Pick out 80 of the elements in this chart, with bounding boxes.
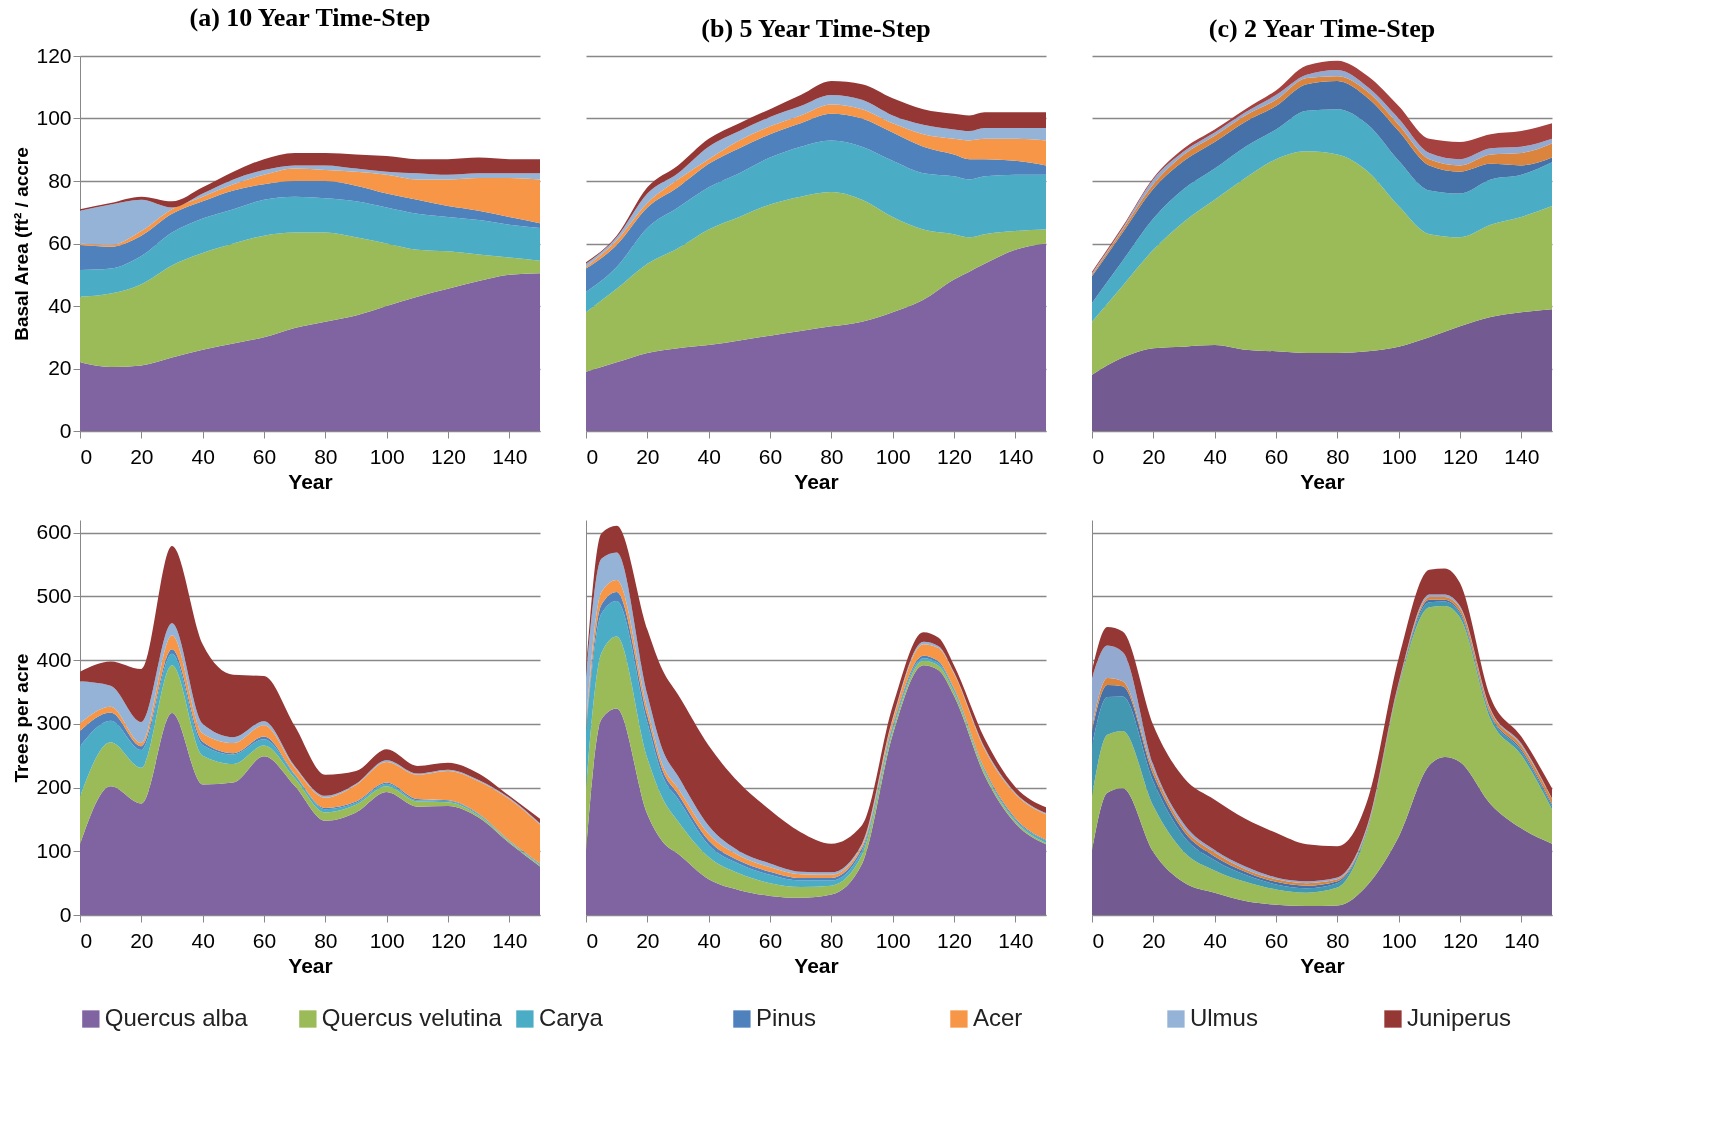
x-tick-label: 100	[1381, 444, 1417, 468]
x-tick-label: 0	[586, 928, 599, 952]
y-tick-label: 600	[36, 520, 72, 544]
x-tick-label: 100	[1381, 928, 1417, 952]
x-tick-label: 60	[1264, 444, 1289, 468]
x-tick-label: 0	[1092, 444, 1105, 468]
x-tick-label: 100	[875, 444, 911, 468]
y-tick-label: 60	[48, 231, 72, 254]
x-tick-label: 0	[1092, 928, 1105, 952]
y-tick-label: 400	[36, 647, 72, 671]
x-tick-label: 120	[936, 928, 973, 952]
x-tick-label: 140	[998, 444, 1034, 468]
x-tick-label: 140	[492, 444, 528, 468]
x-tick-label: 100	[369, 444, 405, 468]
x-tick-label: 20	[130, 444, 154, 468]
legend-label: Carya	[538, 1004, 604, 1031]
y-axis-title: Trees per acre	[11, 653, 33, 783]
x-tick-label: 120	[1442, 928, 1479, 952]
legend-label: Pinus	[755, 1004, 816, 1031]
y-tick-label: 500	[36, 583, 72, 607]
x-tick-label: 20	[1142, 928, 1166, 952]
y-tick-label: 120	[36, 43, 72, 67]
x-tick-label: 120	[430, 444, 467, 468]
x-tick-label: 0	[80, 928, 93, 952]
x-tick-label: 80	[820, 444, 844, 468]
chart-title: (a) 10 Year Time-Step	[189, 3, 431, 32]
x-tick-label: 100	[369, 928, 405, 952]
x-tick-label: 40	[191, 928, 215, 952]
x-axis-title: Year	[1300, 469, 1345, 493]
x-axis-title: Year	[288, 469, 333, 493]
x-tick-label: 20	[636, 444, 660, 468]
x-axis-title: Year	[1300, 953, 1345, 977]
x-tick-label: 120	[936, 444, 973, 468]
x-tick-label: 80	[1326, 444, 1350, 468]
legend-label: Quercus velutina	[321, 1004, 503, 1031]
x-tick-label: 40	[1203, 928, 1227, 952]
y-tick-label: 200	[36, 775, 72, 799]
y-tick-label: 20	[48, 356, 72, 379]
x-tick-label: 20	[1142, 444, 1166, 468]
chart-title: (c) 2 Year Time-Step	[1208, 14, 1436, 43]
y-tick-label: 100	[36, 838, 72, 862]
y-tick-label: 0	[59, 902, 72, 926]
x-tick-label: 120	[1442, 444, 1479, 468]
x-tick-label: 40	[697, 444, 721, 468]
x-tick-label: 20	[636, 928, 660, 952]
legend-label: Juniperus	[1406, 1004, 1512, 1031]
legend-label: Acer	[972, 1004, 1023, 1031]
x-tick-label: 60	[758, 444, 783, 468]
x-tick-label: 140	[998, 928, 1034, 952]
x-tick-label: 40	[697, 928, 721, 952]
x-tick-label: 120	[430, 928, 467, 952]
x-tick-label: 0	[80, 444, 93, 468]
y-axis-title: Basal Area (ft² / accre	[11, 147, 33, 341]
x-axis-title: Year	[794, 469, 839, 493]
x-tick-label: 60	[252, 444, 277, 468]
x-tick-label: 60	[252, 928, 277, 952]
x-tick-label: 60	[758, 928, 783, 952]
x-axis-title: Year	[288, 953, 333, 977]
x-tick-label: 140	[1504, 928, 1540, 952]
x-tick-label: 40	[1203, 444, 1227, 468]
x-tick-label: 60	[1264, 928, 1289, 952]
legend-label: Ulmus	[1189, 1004, 1258, 1031]
legend-label: Quercus alba	[104, 1004, 249, 1031]
x-tick-label: 80	[820, 928, 844, 952]
x-tick-label: 140	[492, 928, 528, 952]
x-axis-title: Year	[794, 953, 839, 977]
x-tick-label: 80	[314, 444, 338, 468]
y-tick-label: 0	[59, 418, 72, 442]
y-tick-label: 100	[36, 106, 72, 129]
y-tick-label: 40	[48, 293, 72, 317]
y-tick-label: 300	[36, 711, 72, 735]
x-tick-label: 140	[1504, 444, 1540, 468]
chart-title: (b) 5 Year Time-Step	[701, 14, 931, 43]
x-tick-label: 20	[130, 928, 154, 952]
x-tick-label: 40	[191, 444, 215, 468]
y-tick-label: 80	[48, 168, 72, 192]
x-tick-label: 100	[875, 928, 911, 952]
x-tick-label: 0	[586, 444, 599, 468]
x-tick-label: 80	[314, 928, 338, 952]
x-tick-label: 80	[1326, 928, 1350, 952]
